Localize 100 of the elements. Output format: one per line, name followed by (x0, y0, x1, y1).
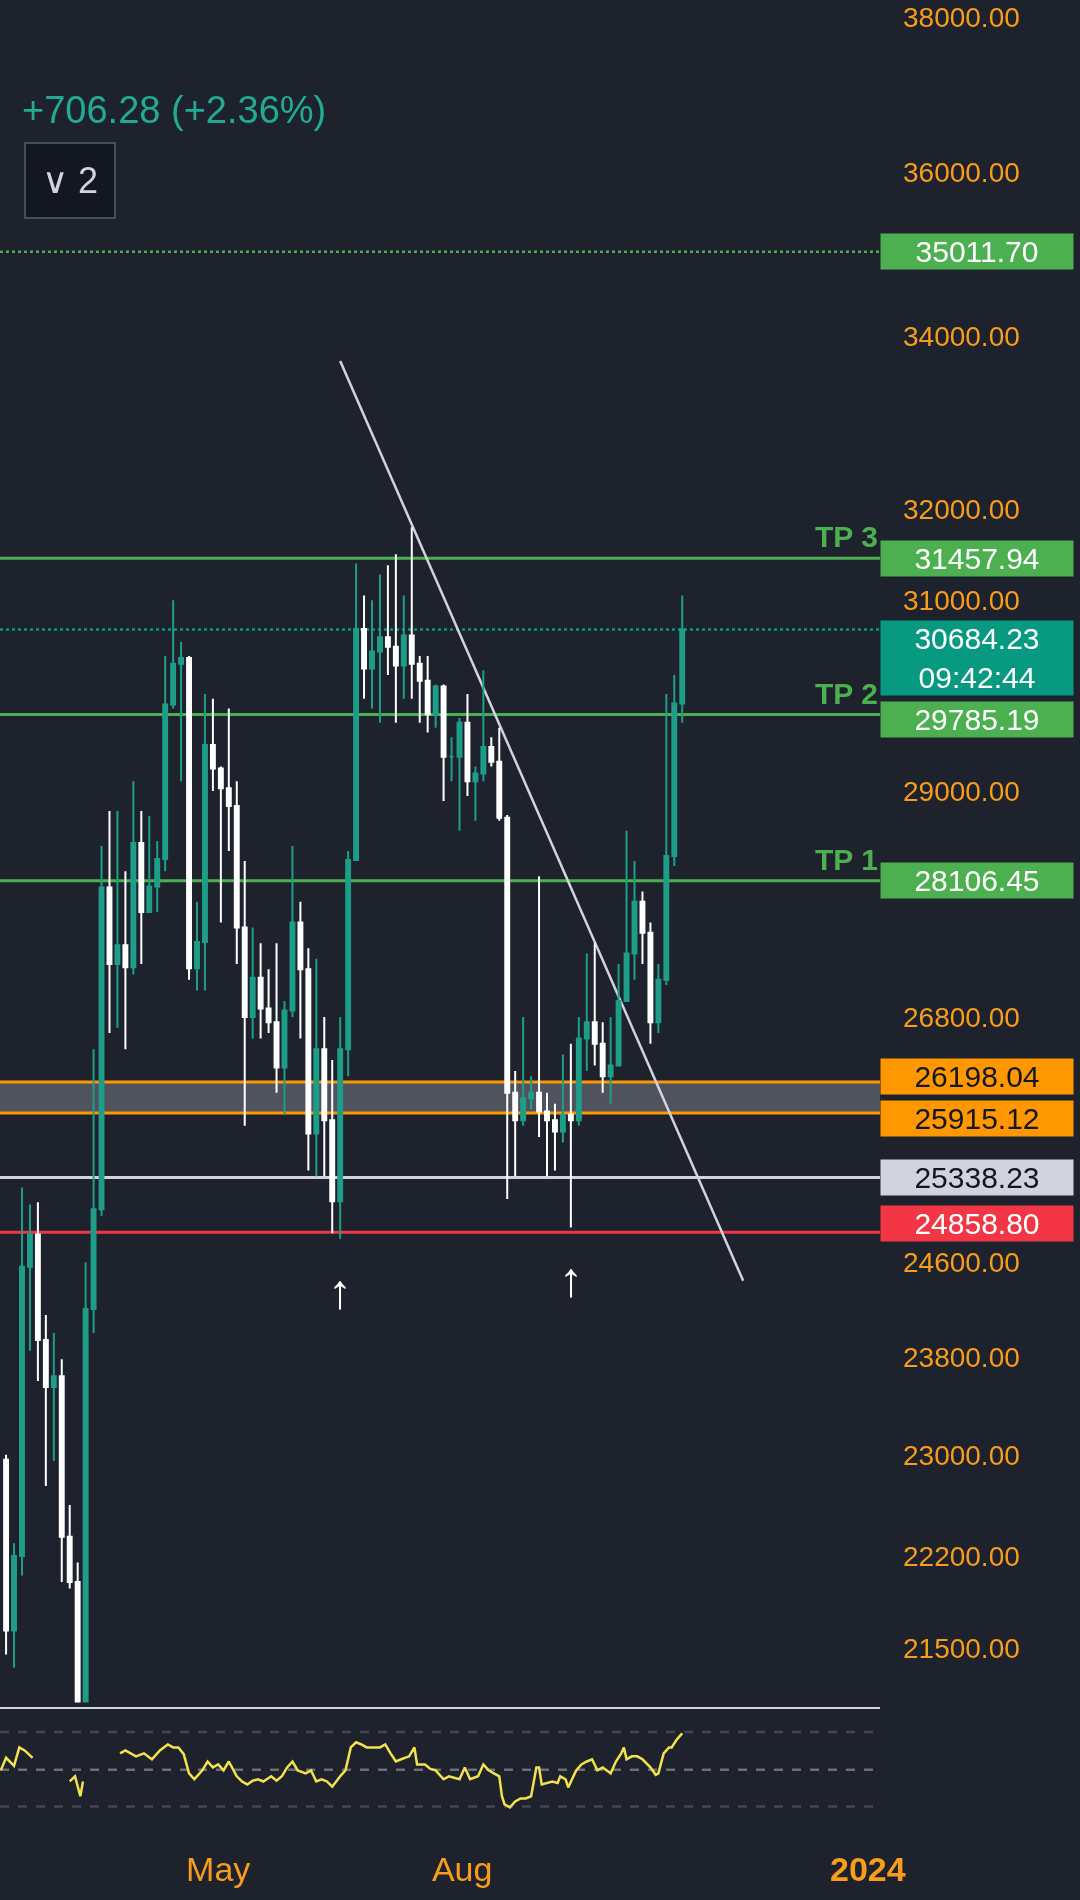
candlestick (663, 693, 670, 987)
candlestick (575, 1015, 582, 1127)
ref-line-label: 25915.12 (914, 1102, 1040, 1135)
candlestick (194, 900, 200, 992)
candlestick (559, 1053, 566, 1144)
y-tick-label: 29000.00 (903, 775, 1020, 807)
y-tick-label: 23000.00 (903, 1439, 1020, 1471)
candlestick (583, 952, 590, 1072)
candlestick (138, 809, 145, 966)
candlestick (313, 957, 320, 1178)
ref-line-label: 24858.80 (914, 1207, 1040, 1240)
ref-line-label: 26198.04 (914, 1060, 1040, 1093)
candlestick (512, 1069, 519, 1178)
candlestick (225, 707, 232, 852)
y-tick-label: 32000.00 (903, 494, 1020, 526)
candlestick (655, 963, 662, 1035)
candlestick (281, 999, 288, 1116)
y-tick-label: 26800.00 (903, 1001, 1020, 1033)
y-tick-label: 31000.00 (903, 584, 1020, 616)
candlestick (233, 780, 240, 966)
candlestick (74, 1561, 81, 1703)
candlestick (464, 693, 471, 798)
y-tick-label: 38000.00 (903, 2, 1020, 34)
candlestick (154, 839, 161, 914)
candlestick (448, 736, 455, 783)
candlestick (520, 1015, 527, 1127)
candlestick (488, 736, 495, 768)
candlestick (58, 1358, 65, 1583)
ref-line-label: 28106.45 (914, 864, 1040, 897)
candlestick (424, 655, 431, 734)
y-tick-label: 24600.00 (903, 1246, 1020, 1278)
annotation: ↑ (328, 1265, 352, 1318)
candlestick (329, 1059, 336, 1235)
candlestick (552, 1102, 558, 1172)
candlestick (50, 1331, 57, 1462)
candlestick (408, 526, 415, 700)
candlestick (217, 765, 224, 924)
candlestick (209, 697, 216, 793)
candlestick (114, 809, 121, 1029)
candlestick (599, 1021, 606, 1094)
candlestick (615, 963, 622, 1067)
candlestick (504, 813, 511, 1200)
candlestick (353, 562, 360, 863)
candlestick (265, 968, 272, 1035)
candlestick (26, 1203, 33, 1352)
annotation: TP 3 (815, 520, 878, 553)
candlestick (345, 849, 352, 1078)
candlestick (106, 809, 113, 1035)
ref-line-label: 30684.23 09:42:44 (914, 622, 1040, 694)
candlestick (257, 942, 264, 1040)
ref-line-label: 25338.23 (914, 1161, 1040, 1194)
candlestick (321, 1015, 328, 1178)
candlestick (496, 726, 503, 822)
annotation: TP 2 (815, 677, 878, 710)
text: +706.28 (+2.36%) (22, 89, 327, 131)
candlestick (289, 844, 296, 1018)
candlestick (249, 926, 256, 1040)
y-tick-label: 36000.00 (903, 156, 1020, 188)
candlestick (384, 564, 391, 677)
annotation: TP 1 (815, 843, 878, 876)
candlestick (146, 814, 153, 914)
candlestick (671, 674, 678, 868)
candlestick (305, 947, 312, 1172)
candlestick (400, 594, 407, 700)
candlestick (647, 921, 654, 1045)
candlestick (90, 1048, 97, 1334)
candlestick (202, 693, 208, 992)
candlestick (3, 1453, 10, 1656)
candlestick (544, 1091, 550, 1178)
candlestick (639, 890, 646, 966)
candlestick (377, 573, 383, 724)
candlestick (297, 900, 304, 1040)
candlestick (369, 599, 375, 710)
candlestick (66, 1503, 73, 1590)
candlestick (178, 641, 185, 783)
candlestick (472, 765, 479, 822)
y-tick-label: 34000.00 (903, 320, 1020, 352)
candlestick (591, 942, 598, 1067)
x-tick-label: Aug (431, 1850, 493, 1888)
candlestick (186, 655, 192, 981)
candlestick (170, 599, 177, 710)
x-tick-label: May (186, 1850, 251, 1888)
candlestick (361, 594, 367, 700)
candlestick (528, 1075, 535, 1111)
ref-line-label: 35011.70 (915, 235, 1039, 268)
candlestick (440, 683, 447, 802)
ref-line-label: 29785.19 (914, 703, 1040, 736)
candlestick (623, 829, 630, 1002)
candlestick (536, 875, 542, 1138)
y-tick-label: 22200.00 (903, 1540, 1020, 1572)
candlestick (241, 860, 248, 1127)
candlestick (130, 780, 137, 976)
candlestick (337, 1015, 344, 1240)
x-tick-label: 2024 (830, 1850, 906, 1888)
candlestick (34, 1201, 41, 1382)
candlestick (162, 655, 169, 873)
candlestick (432, 683, 439, 729)
candlestick (42, 1314, 49, 1488)
candlestick (480, 669, 487, 783)
candlestick (392, 553, 399, 724)
